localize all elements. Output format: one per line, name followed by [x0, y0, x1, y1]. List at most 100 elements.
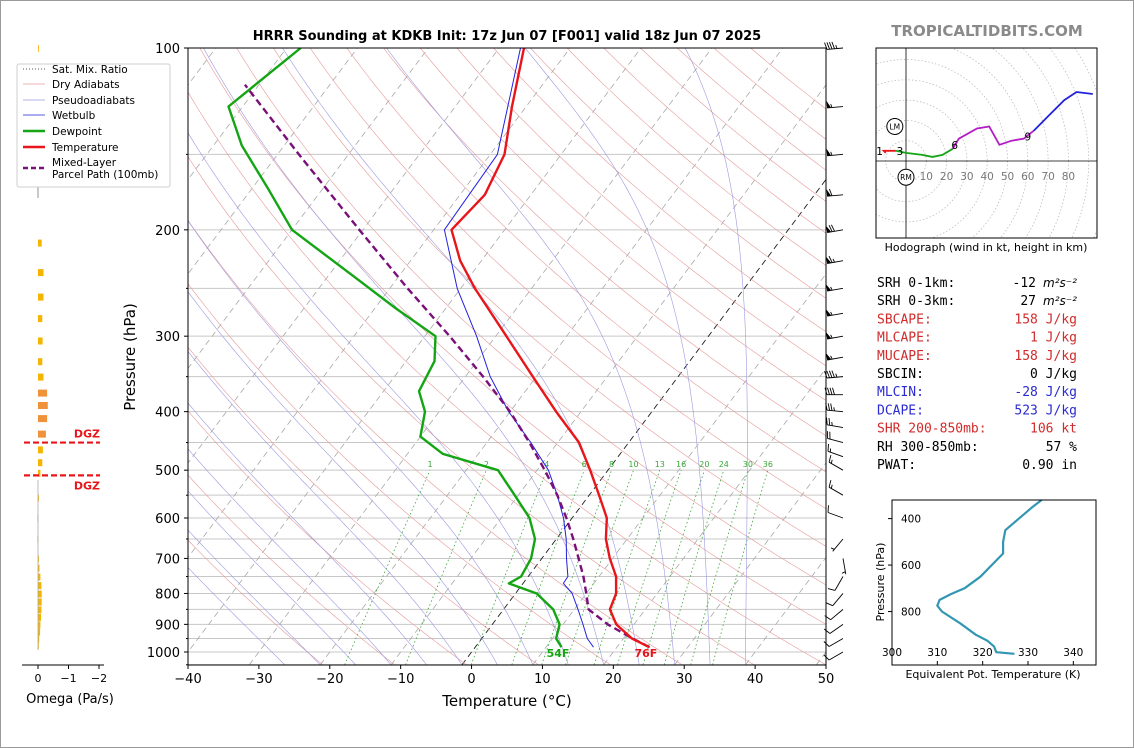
wind-barb-flag [827, 505, 829, 513]
wind-barb-flag [824, 42, 828, 50]
wind-barb-half-flag [835, 44, 838, 49]
theta-e-frame [891, 499, 1097, 666]
y-tick-label: 600 [155, 512, 180, 527]
wind-barb [841, 558, 847, 575]
dry-adiabat-line [456, 48, 826, 367]
mixing-ratio-line [593, 470, 661, 665]
storm-motion-marker [886, 117, 904, 135]
pseudoadiabat-line [188, 291, 498, 665]
theta-e-x-tick-label: 330 [1018, 647, 1038, 659]
wind-barb-half-flag [830, 286, 833, 291]
omega-bar [38, 628, 41, 636]
theta-e-x-tick-label: 340 [1063, 647, 1083, 659]
hodograph-ring-label: 50 [1001, 171, 1014, 183]
wind-barb [826, 188, 844, 197]
index-label: SBCAPE: [877, 312, 932, 327]
dry-adiabat-line [199, 48, 826, 625]
index-label: RH 300-850mb: [877, 440, 979, 455]
surface-temperature-label: 76F [634, 647, 657, 660]
index-label: SRH 0-3km: [877, 294, 955, 309]
wind-barb [827, 443, 844, 458]
theta-e-axis-label: Equivalent Pot. Temperature (K) [905, 668, 1080, 681]
hodograph-ring-label: 10 [920, 171, 933, 183]
pseudoadiabat-line [188, 566, 285, 665]
wind-barb [828, 479, 844, 496]
wind-barb-pennant [826, 256, 832, 264]
wind-barb-half-flag [830, 311, 833, 316]
wind-barb-staff [828, 651, 844, 661]
wind-barb [827, 576, 844, 591]
wind-barb [824, 387, 844, 396]
legend-label: Mixed-Layer [52, 157, 117, 169]
omega-bar [38, 358, 43, 366]
hodograph-trace [881, 149, 896, 154]
dry-adiabat-line [493, 48, 826, 333]
omega-bar [38, 389, 48, 397]
wind-barb-flag [831, 370, 835, 378]
wind-barb-pennant [826, 189, 831, 197]
legend-label: Wetbulb [52, 110, 96, 122]
wind-barb [826, 148, 844, 157]
mixing-ratio-label: 10 [628, 460, 638, 469]
wind-barb-flag [825, 403, 828, 411]
wind-barb-flag [824, 371, 828, 379]
omega-bar [38, 621, 41, 629]
dry-adiabat-line [188, 539, 323, 665]
dgz-label: DGZ [74, 428, 100, 441]
temperature-profile [450, 48, 651, 649]
omega-bar [38, 430, 46, 438]
index-value: 1 J/kg [1030, 331, 1077, 346]
wind-barb-staff [834, 576, 844, 591]
wind-barb [827, 505, 844, 519]
mixing-ratio-line [617, 470, 682, 665]
hodograph-ring-label: 30 [960, 171, 973, 183]
theta-e-y-label: Pressure (hPa) [874, 543, 887, 622]
index-label: PWAT: [877, 458, 916, 473]
mixing-ratio-line [663, 470, 725, 665]
isotherm-line [461, 178, 826, 665]
omega-bar [38, 590, 42, 598]
isotherm-line [319, 48, 784, 665]
wind-barb [826, 309, 844, 317]
wind-barb-half-flag [830, 334, 833, 339]
y-tick-label: 500 [155, 464, 180, 479]
wetbulb-profile [443, 48, 594, 648]
wind-barb-staff [829, 623, 844, 634]
wind-barb-pennant [826, 309, 832, 317]
x-tick-label: 50 [818, 672, 835, 687]
index-label: MUCAPE: [877, 349, 932, 364]
hodograph-trace [1033, 91, 1093, 132]
wind-barb [826, 417, 844, 428]
wind-barb-flag [827, 443, 829, 452]
omega-bar [38, 642, 39, 650]
legend-label: Temperature [51, 142, 119, 154]
mixing-ratio-label: 8 [609, 460, 614, 469]
hodograph-panel: 10 20 30 40 50 60 70 80 1 3 6 9 LM RM [876, 48, 1097, 238]
index-value: 27 [1020, 294, 1036, 309]
legend-label: Parcel Path (100mb) [52, 169, 158, 181]
chart-title: HRRR Sounding at KDKB Init: 17z Jun 07 [… [253, 29, 761, 44]
wind-barb-flag [828, 417, 831, 426]
omega-bar [38, 239, 42, 247]
index-value: -12 [1013, 276, 1036, 291]
storm-motion-label: RM [900, 173, 912, 182]
pseudoadiabat-line [188, 132, 569, 665]
wind-barb-flag [827, 403, 831, 411]
wind-barb-staff [827, 512, 844, 519]
x-tick-label: −30 [245, 672, 272, 687]
theta-e-y-tick-label: 600 [901, 560, 921, 572]
x-tick-label: 30 [676, 672, 693, 687]
omega-bar [38, 373, 44, 381]
dry-adiabat-line [188, 346, 539, 665]
dry-adiabat-line [188, 156, 755, 665]
x-tick-label: 40 [747, 672, 764, 687]
wind-barb-staff [828, 486, 844, 496]
dry-adiabat-line [236, 48, 826, 586]
y-axis-label: Pressure (hPa) [121, 303, 139, 411]
mixing-ratio-line [642, 470, 705, 665]
wind-barb-pennant [826, 148, 831, 156]
y-tick-label: 900 [155, 618, 180, 633]
hodograph-trace [895, 148, 954, 158]
isotherm-line [188, 48, 500, 464]
pseudoadiabat-line [188, 448, 392, 665]
